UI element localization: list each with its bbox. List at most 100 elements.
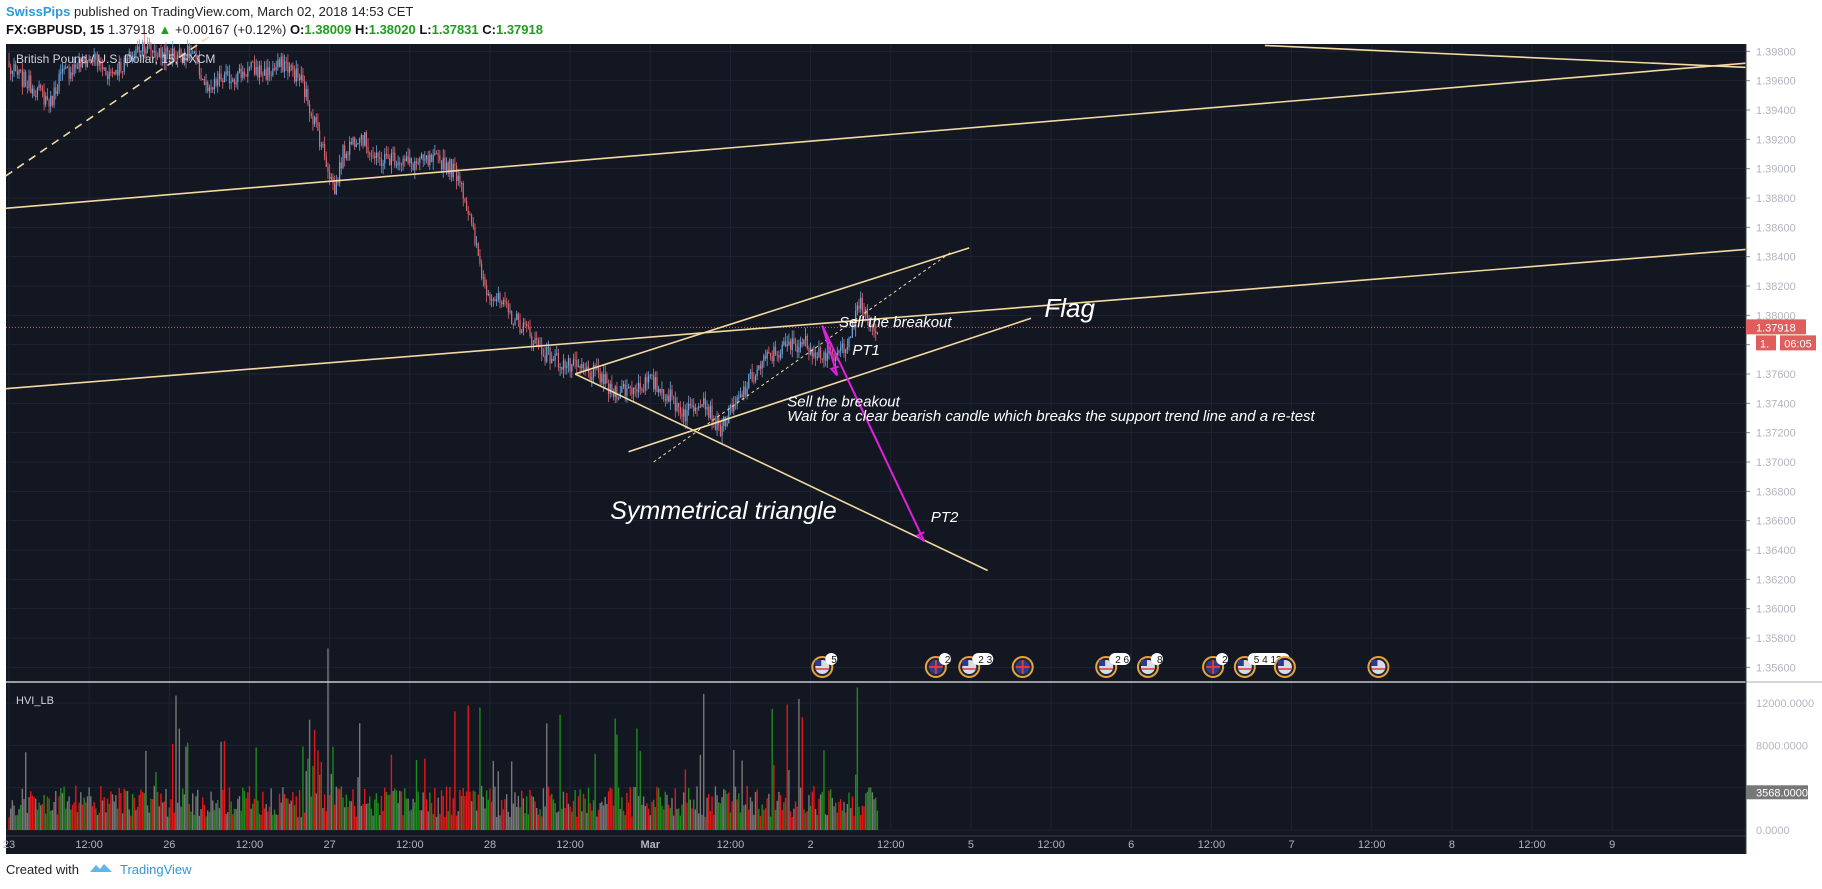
candle-body	[651, 374, 653, 376]
candle-body	[611, 383, 613, 392]
time-tick-label: 12:00	[236, 839, 264, 851]
volume-bar	[31, 795, 34, 830]
candle-body	[128, 51, 130, 60]
volume-bar	[698, 813, 700, 830]
volume-bar	[322, 807, 324, 830]
candle-body	[385, 153, 388, 155]
candle-body	[10, 67, 12, 74]
candle-body	[773, 346, 775, 362]
volume-bar	[484, 808, 486, 830]
volume-bar	[701, 814, 703, 830]
volume-bar	[858, 806, 860, 830]
volume-bar	[771, 708, 773, 830]
candle-body	[432, 154, 434, 162]
volume-bar	[494, 786, 496, 830]
volume-bar	[549, 795, 551, 830]
candle-body	[115, 70, 117, 74]
event-badge[interactable]	[1011, 656, 1034, 678]
publication-header: SwissPips published on TradingView.com, …	[6, 4, 413, 19]
volume-bar	[870, 787, 872, 830]
volume-bar	[238, 796, 241, 830]
candle-body	[669, 389, 671, 402]
volume-bar	[343, 807, 346, 830]
candle-body	[375, 152, 377, 159]
candle-body	[212, 87, 214, 90]
volume-bar	[53, 801, 55, 830]
volume-last-tag-label: 3568.0000	[1756, 787, 1808, 799]
volume-bar	[594, 753, 596, 830]
candle-body	[369, 152, 371, 155]
volume-bar	[308, 719, 311, 830]
volume-bar	[384, 787, 386, 830]
candle-body	[25, 71, 27, 87]
volume-bar	[170, 799, 172, 830]
volume-bar	[831, 797, 834, 830]
volume-bar	[148, 812, 150, 830]
symmetrical-triangle-label: Symmetrical triangle	[610, 497, 836, 525]
pt2-label: PT2	[931, 509, 959, 526]
volume-bar	[88, 787, 90, 830]
volume-bar	[823, 750, 825, 830]
volume-bar	[467, 705, 469, 830]
price-tick-label: 1.37200	[1756, 428, 1796, 440]
candle-body	[297, 68, 299, 78]
candle-body	[121, 71, 124, 73]
volume-bar	[703, 693, 705, 830]
event-badge[interactable]: 2 6	[1095, 653, 1131, 678]
event-badge[interactable]: 2	[1202, 653, 1229, 678]
candle-body	[586, 366, 588, 371]
volume-bar	[71, 804, 74, 830]
volume-bar	[258, 814, 261, 830]
volume-bar	[836, 812, 839, 830]
volume-bar	[617, 787, 620, 830]
volume-bar	[153, 785, 155, 830]
event-badge[interactable]: 2 3	[958, 653, 994, 678]
candle-body	[537, 339, 539, 347]
volume-bar	[80, 792, 82, 830]
candle-body	[691, 405, 693, 407]
volume-bar	[572, 800, 575, 830]
volume-bar	[364, 788, 366, 830]
candle-body	[405, 156, 408, 162]
candle-body	[526, 323, 528, 327]
volume-tick-label: 12000.0000	[1756, 698, 1814, 710]
volume-bar	[515, 807, 518, 830]
candle-body	[135, 49, 137, 56]
event-badge[interactable]: 8	[1136, 653, 1163, 678]
event-badge[interactable]: 5 4 12	[1233, 653, 1290, 678]
candle-body	[61, 68, 64, 73]
event-count-pill	[1109, 653, 1131, 665]
event-badge[interactable]	[1273, 656, 1296, 678]
event-badge[interactable]: 5	[811, 653, 838, 678]
author-name[interactable]: SwissPips	[6, 4, 71, 19]
candle-body	[434, 153, 436, 155]
us-flag-canton	[962, 660, 969, 666]
volume-bar	[519, 807, 521, 830]
volume-bar	[25, 752, 27, 830]
candle-body	[33, 88, 35, 97]
candle-body	[627, 387, 630, 389]
volume-bar	[367, 803, 369, 830]
volume-bar	[724, 790, 727, 830]
candle-body	[804, 335, 807, 340]
candle-body	[579, 366, 581, 369]
volume-bar	[223, 741, 226, 830]
candle-body	[370, 154, 372, 156]
volume-bar	[175, 695, 177, 830]
candle-body	[639, 382, 641, 389]
candle-body	[450, 159, 453, 178]
volume-bar	[123, 788, 125, 830]
volume-bar	[9, 808, 12, 830]
price-tag-fragment	[1756, 335, 1776, 351]
volume-bar	[277, 815, 279, 830]
candle-body	[70, 72, 72, 79]
event-badge[interactable]	[1367, 656, 1390, 678]
volume-bar	[696, 786, 698, 830]
candle-body	[848, 337, 850, 348]
candle-body	[427, 155, 429, 166]
tradingview-link[interactable]: TradingView	[120, 862, 192, 877]
volume-bar	[8, 817, 10, 830]
event-badges[interactable]: 5 2 2 3 2 6 8 2 5 4 12	[811, 653, 1390, 678]
event-badge[interactable]: 2	[924, 653, 951, 678]
